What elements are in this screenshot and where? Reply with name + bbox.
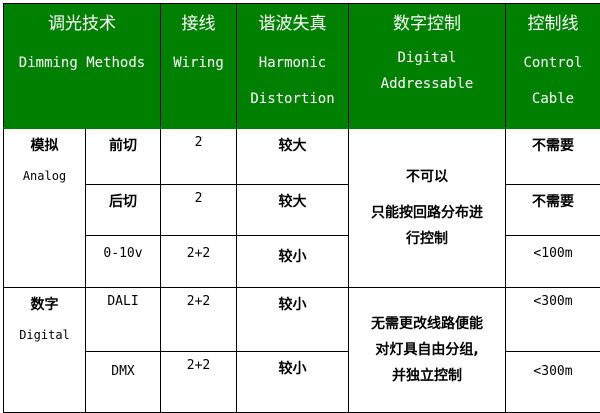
digital-digital-control: 无需更改线路便能 对灯具自由分组, 并独立控制 xyxy=(349,287,506,412)
header-digital: 数字控制 Digital Addressable xyxy=(349,4,506,129)
group-cn: 模拟 xyxy=(4,135,85,157)
table-row: DMX 2+2 较小 <300m xyxy=(4,351,600,412)
harmonic-cell: 较大 xyxy=(237,184,349,235)
method-cell: DALI xyxy=(86,287,161,351)
wiring-cell: 2+2 xyxy=(161,351,237,412)
wiring-cell: 2+2 xyxy=(161,287,237,351)
header-cn: 调光技术 xyxy=(4,11,160,37)
header-row: 调光技术 Dimming Methods 接线 Wiring 谐波失真 Harm… xyxy=(4,4,600,129)
wiring-cell: 2 xyxy=(161,128,237,184)
header-en: Dimming Methods xyxy=(4,45,160,81)
group-cn: 数字 xyxy=(4,294,85,316)
wiring-cell: 2+2 xyxy=(161,235,237,287)
text-line: 行控制 xyxy=(349,226,505,252)
header-en: Digital xyxy=(349,45,505,71)
header-en: Wiring xyxy=(161,45,236,81)
text-line: 并独立控制 xyxy=(349,363,505,389)
cable-cell: <300m xyxy=(506,287,600,351)
harmonic-cell: 较大 xyxy=(237,128,349,184)
header-cn: 数字控制 xyxy=(349,11,505,37)
header-cn: 接线 xyxy=(161,11,236,37)
method-cell: 后切 xyxy=(86,184,161,235)
header-en: Cable xyxy=(506,81,600,117)
header-wiring: 接线 Wiring xyxy=(161,4,237,129)
cable-cell: <100m xyxy=(506,235,600,287)
cable-cell: <300m xyxy=(506,351,600,412)
text-line: 不可以 xyxy=(349,164,505,190)
header-en: Distortion xyxy=(237,81,348,117)
table-row: 数字 Digital DALI 2+2 较小 无需更改线路便能 对灯具自由分组,… xyxy=(4,287,600,351)
method-cell: 前切 xyxy=(86,128,161,184)
harmonic-cell: 较小 xyxy=(237,287,349,351)
method-cell: 0-10v xyxy=(86,235,161,287)
header-dimming-methods: 调光技术 Dimming Methods xyxy=(4,4,161,129)
header-cable: 控制线 Control Cable xyxy=(506,4,600,129)
header-en: Addressable xyxy=(349,71,505,97)
harmonic-cell: 较小 xyxy=(237,351,349,412)
header-cn: 谐波失真 xyxy=(237,11,348,37)
group-analog: 模拟 Analog xyxy=(4,128,86,287)
wiring-cell: 2 xyxy=(161,184,237,235)
header-en: Control xyxy=(506,45,600,81)
header-cn: 控制线 xyxy=(506,11,600,37)
method-cell: DMX xyxy=(86,351,161,412)
table-row: 模拟 Analog 前切 2 较大 不可以 只能按回路分布进 行控制 不需要 xyxy=(4,128,600,184)
table-row: 0-10v 2+2 较小 <100m xyxy=(4,235,600,287)
dimming-methods-table: 调光技术 Dimming Methods 接线 Wiring 谐波失真 Harm… xyxy=(3,3,600,413)
table-row: 后切 2 较大 不需要 xyxy=(4,184,600,235)
cable-cell: 不需要 xyxy=(506,128,600,184)
text-line: 对灯具自由分组, xyxy=(349,337,505,363)
group-en: Digital xyxy=(4,316,85,354)
analog-digital-control: 不可以 只能按回路分布进 行控制 xyxy=(349,128,506,287)
header-en: Harmonic xyxy=(237,45,348,81)
group-en: Analog xyxy=(4,157,85,195)
harmonic-cell: 较小 xyxy=(237,235,349,287)
text-line: 无需更改线路便能 xyxy=(349,311,505,337)
text-line: 只能按回路分布进 xyxy=(349,200,505,226)
group-digital: 数字 Digital xyxy=(4,287,86,412)
cable-cell: 不需要 xyxy=(506,184,600,235)
header-harmonic: 谐波失真 Harmonic Distortion xyxy=(237,4,349,129)
